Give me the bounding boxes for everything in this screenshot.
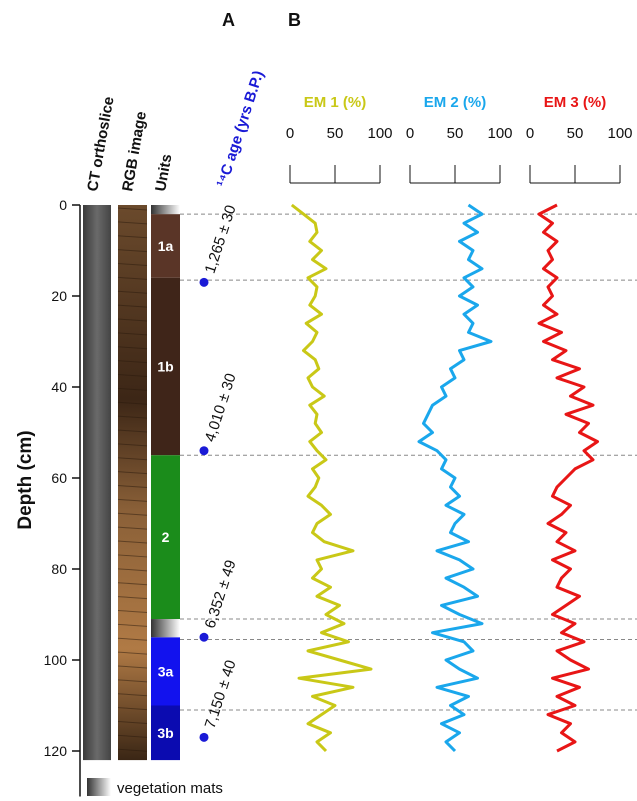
- rgb-stripe: [117, 235, 148, 239]
- rgb-stripe: [117, 485, 148, 489]
- rgb-stripe: [117, 207, 148, 211]
- rgb-stripe: [117, 318, 148, 322]
- vegetation-mat: [151, 205, 180, 215]
- date-label: 1,265 ± 30: [202, 203, 240, 276]
- y-tick-label: 60: [51, 470, 67, 486]
- rgb-stripe: [117, 498, 148, 502]
- y-tick-label: 120: [44, 743, 68, 759]
- rgb-stripe: [117, 304, 148, 308]
- date-label: 4,010 ± 30: [202, 371, 240, 444]
- rgb-stripe: [117, 290, 148, 294]
- panel-label: A: [222, 10, 235, 30]
- rgb-stripe: [117, 457, 148, 461]
- unit-label: 2: [162, 529, 170, 545]
- unit: [151, 705, 180, 761]
- column-label: RGB image: [119, 110, 150, 193]
- series-line: [290, 203, 373, 753]
- rgb-stripe: [117, 568, 148, 572]
- x-tick-label: 50: [327, 125, 344, 142]
- x-tick-label: 100: [367, 125, 392, 142]
- rgb-stripe: [117, 249, 148, 253]
- y-tick-label: 80: [51, 561, 67, 577]
- x-tick-label: 0: [526, 125, 534, 142]
- rgb-stripe: [117, 665, 148, 669]
- legend-swatch: [87, 778, 111, 796]
- date-point: [199, 732, 209, 742]
- rgb-stripe: [117, 651, 148, 655]
- rgb-stripe: [117, 415, 148, 419]
- x-tick-label: 50: [447, 125, 464, 142]
- rgb-stripe: [117, 360, 148, 364]
- rgb-stripe: [117, 637, 148, 641]
- y-tick-label: 100: [44, 652, 68, 668]
- legend-label: vegetation mats: [117, 780, 223, 797]
- unit-label: 3b: [157, 725, 173, 741]
- rgb-stripe: [117, 693, 148, 697]
- unit-label: 1a: [158, 238, 174, 254]
- unit-label: 3a: [158, 663, 174, 679]
- series-line: [537, 203, 599, 753]
- date-point: [199, 446, 209, 456]
- rgb-stripe: [117, 707, 148, 711]
- rgb-stripe: [117, 540, 148, 544]
- x-tick-label: 0: [286, 125, 294, 142]
- date-label: 6,352 ± 49: [202, 558, 240, 631]
- rgb-image: [118, 205, 147, 761]
- x-tick-label: 0: [406, 125, 414, 142]
- date-point: [199, 632, 209, 642]
- rgb-stripe: [117, 263, 148, 267]
- rgb-stripe: [117, 748, 148, 752]
- column-label: CT orthoslice: [84, 95, 117, 192]
- rgb-stripe: [117, 429, 148, 433]
- rgb-stripe: [117, 276, 148, 280]
- rgb-stripe: [117, 720, 148, 724]
- series-line: [417, 203, 493, 753]
- y-tick-label: 0: [59, 197, 67, 213]
- unit: [151, 214, 180, 278]
- unit-label: 1b: [157, 359, 173, 375]
- rgb-stripe: [117, 387, 148, 391]
- series-label: EM 1 (%): [304, 94, 367, 111]
- rgb-stripe: [117, 374, 148, 378]
- rgb-stripe: [117, 471, 148, 475]
- rgb-stripe: [117, 526, 148, 530]
- rgb-stripe: [117, 346, 148, 350]
- x-tick-label: 100: [607, 125, 632, 142]
- rgb-stripe: [117, 401, 148, 405]
- unit: [151, 637, 180, 706]
- series-label: EM 2 (%): [424, 94, 487, 111]
- series-label: EM 3 (%): [544, 94, 607, 111]
- vegetation-mat: [151, 619, 180, 638]
- unit: [151, 277, 180, 456]
- x-tick-label: 50: [567, 125, 584, 142]
- x-tick-label: 100: [487, 125, 512, 142]
- rgb-stripe: [117, 582, 148, 586]
- ct-image: [83, 205, 111, 761]
- column-label: Units: [152, 153, 175, 193]
- y-tick-label: 40: [51, 379, 67, 395]
- date-label: 7,150 ± 40: [202, 658, 240, 731]
- panel-label: B: [288, 10, 301, 30]
- rgb-stripe: [117, 609, 148, 613]
- rgb-stripe: [117, 332, 148, 336]
- rgb-stripe: [117, 554, 148, 558]
- date-point: [199, 277, 209, 287]
- rgb-stripe: [117, 596, 148, 600]
- column-label: ¹⁴C age (yrs B.P.): [214, 69, 268, 190]
- y-tick-label: 20: [51, 288, 67, 304]
- rgb-stripe: [117, 734, 148, 738]
- rgb-stripe: [117, 512, 148, 516]
- rgb-stripe: [117, 679, 148, 683]
- unit: [151, 455, 180, 620]
- y-axis-label: Depth (cm): [15, 430, 36, 529]
- rgb-stripe: [117, 443, 148, 447]
- rgb-stripe: [117, 623, 148, 627]
- rgb-stripe: [117, 221, 148, 225]
